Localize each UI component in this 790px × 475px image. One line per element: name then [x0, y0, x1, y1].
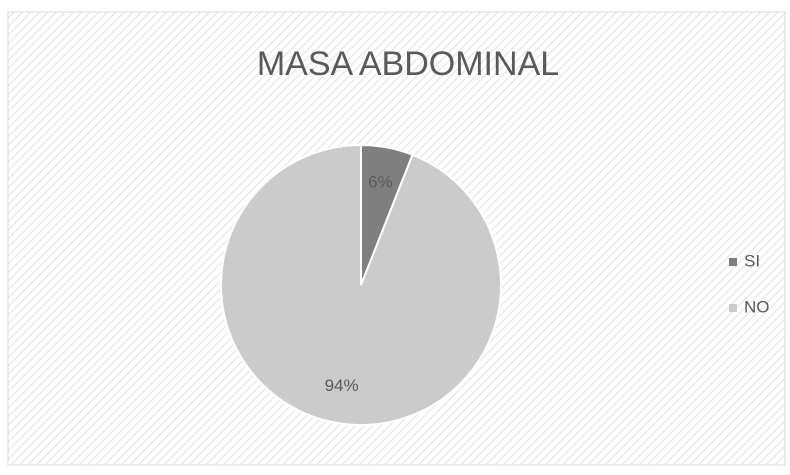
legend-label: NO [744, 297, 770, 316]
legend-label: SI [744, 251, 760, 270]
data-label: 94% [325, 376, 359, 395]
legend-marker [729, 258, 737, 266]
chart-title: MASA ABDOMINAL [257, 45, 559, 83]
pie-slice [220, 143, 502, 426]
legend-marker [729, 304, 737, 312]
data-label: 6% [368, 173, 393, 192]
